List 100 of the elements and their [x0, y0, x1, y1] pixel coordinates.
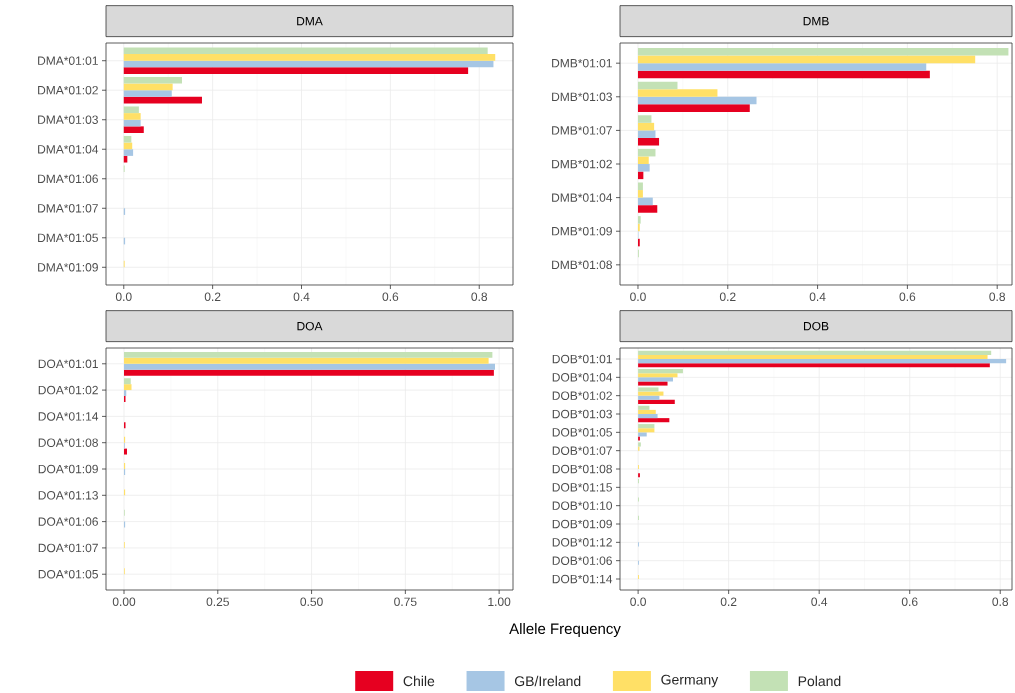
chart-title: DOB: [803, 321, 829, 331]
y-tick-label: DOB*01:01: [552, 354, 612, 364]
y-tick-label: DOB*01:06: [552, 556, 612, 565]
bar: [638, 359, 1007, 364]
x-tick-label: 0.0: [630, 292, 646, 302]
bar: [638, 414, 658, 419]
y-tick-label: DOA*01:06: [38, 517, 98, 526]
bar: [123, 83, 173, 91]
y-tick-label: DMA*01:07: [38, 204, 98, 213]
y-tick-label: DMB*01:07: [552, 126, 612, 135]
y-tick-label: DOB*01:10: [552, 501, 613, 510]
y-tick-label: DMA*01:01: [38, 56, 98, 65]
bar: [638, 381, 668, 386]
bar: [124, 378, 131, 385]
x-tick-label: 0.8: [989, 292, 1006, 302]
bar: [638, 373, 678, 378]
x-tick-label: 0.2: [719, 292, 736, 302]
y-tick-label: DOB*01:14: [552, 574, 613, 584]
legend-label: Germany: [661, 674, 719, 688]
legend-label: GB/Ireland: [514, 675, 581, 687]
y-tick-label: DMA*01:05: [38, 233, 98, 243]
y-tick-label: DOB*01:05: [552, 428, 612, 437]
bar: [123, 90, 172, 97]
x-tick-label: 0.75: [394, 597, 417, 607]
bar: [123, 60, 494, 68]
bar: [637, 148, 656, 157]
y-tick-label: DMA*01:06: [38, 174, 98, 184]
y-tick-label: DMA*01:09: [38, 263, 98, 272]
bar: [638, 442, 641, 447]
x-tick-label: 0.6: [382, 292, 399, 302]
bar: [123, 135, 132, 143]
x-tick-label: 0.8: [471, 292, 488, 302]
bar: [637, 70, 930, 79]
x-tick-label: 0.25: [206, 597, 229, 607]
bar: [637, 182, 643, 191]
bar: [124, 357, 489, 364]
bar: [637, 156, 649, 164]
bar: [637, 48, 1009, 56]
y-tick-label: DMB*01:08: [552, 260, 612, 270]
y-tick-label: DMB*01:09: [552, 226, 612, 236]
x-tick-label: 0.0: [115, 292, 132, 302]
bar: [637, 197, 653, 206]
y-tick-label: DOB*01:02: [552, 391, 612, 400]
bar: [637, 137, 660, 146]
bar: [124, 384, 132, 391]
bar: [123, 54, 496, 61]
y-tick-label: DOB*01:08: [552, 464, 612, 474]
bar: [638, 369, 683, 374]
y-tick-label: DMB*01:02: [552, 159, 612, 169]
bar: [637, 164, 650, 172]
bar: [638, 418, 670, 423]
bar: [637, 96, 757, 105]
y-tick-label: DOA*01:08: [38, 438, 98, 447]
x-tick-label: 0.50: [300, 597, 323, 607]
bar: [123, 67, 469, 74]
bar: [638, 387, 659, 392]
bar: [638, 432, 647, 437]
y-tick-label: DOA*01:14: [38, 412, 99, 421]
y-tick-label: DOB*01:04: [552, 373, 613, 382]
y-tick-label: DMA*01:04: [38, 145, 99, 154]
bar: [124, 351, 493, 358]
bar: [637, 122, 655, 131]
bar: [638, 391, 664, 396]
x-axis-title: Allele Frequency: [509, 623, 621, 637]
bar: [124, 369, 494, 376]
bar: [123, 76, 182, 84]
bar: [637, 205, 658, 213]
bar: [638, 395, 660, 400]
chart-title: DMA: [297, 17, 323, 26]
bar: [638, 409, 656, 414]
bar: [123, 119, 141, 127]
bar: [638, 428, 655, 433]
y-tick-label: DOB*01:09: [552, 519, 612, 529]
y-tick-label: DOA*01:05: [38, 569, 98, 579]
bar: [123, 96, 202, 104]
x-tick-label: 0.4: [293, 292, 310, 302]
bar: [637, 55, 976, 64]
y-tick-label: DOA*01:02: [38, 385, 98, 395]
bar: [637, 89, 718, 97]
bar: [637, 104, 750, 112]
bar: [123, 106, 139, 114]
bar: [123, 113, 141, 120]
y-tick-label: DMA*01:02: [38, 85, 98, 95]
y-tick-label: DOB*01:07: [552, 446, 612, 455]
x-tick-label: 0.2: [720, 597, 737, 607]
y-tick-label: DOB*01:15: [552, 483, 612, 492]
bar: [638, 399, 675, 404]
y-tick-label: DMB*01:01: [552, 58, 612, 68]
x-tick-label: 0.00: [112, 597, 136, 607]
bar: [637, 63, 927, 71]
bar: [637, 190, 643, 198]
y-tick-label: DMB*01:04: [552, 193, 613, 202]
x-tick-label: 0.4: [809, 292, 826, 302]
y-tick-label: DMB*01:03: [552, 92, 612, 102]
y-tick-label: DOA*01:07: [38, 543, 98, 553]
bar: [124, 363, 495, 370]
x-tick-label: 0.0: [630, 597, 646, 607]
x-tick-label: 1.00: [488, 597, 511, 607]
bar: [123, 126, 144, 134]
bar: [637, 216, 641, 224]
